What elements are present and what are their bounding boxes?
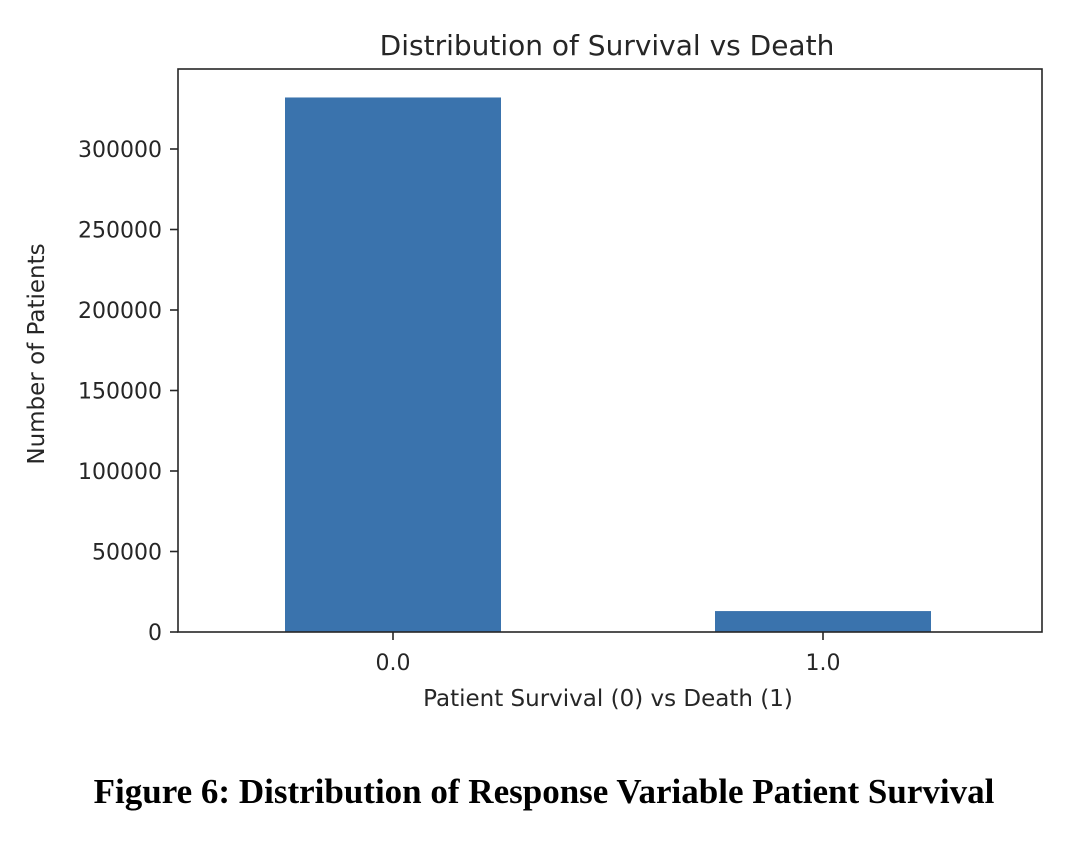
y-axis-label: Number of Patients — [24, 243, 50, 464]
bar-1.0 — [715, 611, 931, 632]
x-tick-label: 1.0 — [806, 651, 841, 676]
bar-chart: Distribution of Survival vs Death 0 50000… — [24, 29, 1043, 712]
x-axis-label: Patient Survival (0) vs Death (1) — [423, 686, 793, 712]
x-tick-label: 0.0 — [376, 651, 411, 676]
y-tick-label: 100000 — [78, 460, 162, 485]
x-axis: 0.0 1.0 — [376, 632, 841, 676]
y-tick-label: 200000 — [78, 299, 162, 324]
chart-title: Distribution of Survival vs Death — [380, 29, 835, 62]
bar-0.0 — [285, 97, 501, 633]
y-tick-label: 50000 — [92, 541, 162, 566]
y-tick-label: 300000 — [78, 138, 162, 163]
y-tick-label: 150000 — [78, 380, 162, 405]
plot-frame — [177, 68, 1043, 633]
y-axis: 0 50000 100000 150000 200000 250000 300000 — [78, 138, 178, 646]
bars-layer — [285, 97, 931, 633]
y-tick-label: 0 — [148, 621, 162, 646]
figure-caption: Figure 6: Distribution of Response Varia… — [93, 772, 995, 811]
y-tick-label: 250000 — [78, 219, 162, 244]
